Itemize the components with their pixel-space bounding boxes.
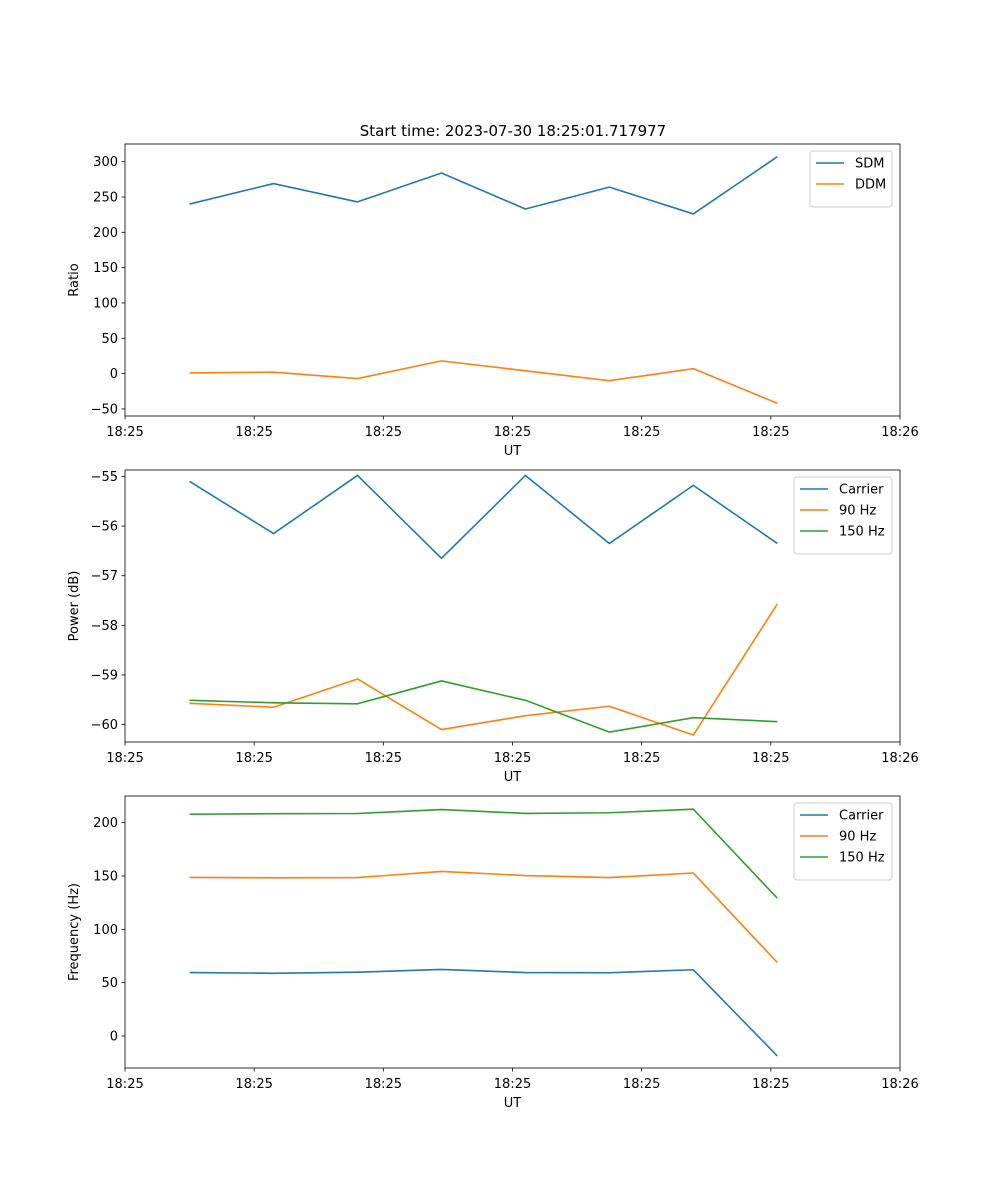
series-group: [189, 156, 778, 405]
y-tick-label: −50: [91, 402, 118, 417]
x-tick-label: 18:26: [881, 1077, 918, 1092]
x-tick-label: 18:25: [106, 1077, 143, 1092]
y-tick-label: 150: [93, 870, 118, 885]
y-tick-label: −59: [91, 668, 118, 683]
legend-box: [793, 802, 893, 881]
legend-label: 150 Hz: [839, 525, 885, 540]
x-tick-label: 18:25: [752, 1077, 789, 1092]
legend-box: [809, 150, 893, 208]
series-line-sdm: [189, 156, 778, 215]
y-tick-label: −57: [91, 569, 118, 584]
y-tick-label: 250: [93, 190, 118, 205]
chart-title: Start time: 2023-07-30 18:25:01.717977: [360, 122, 666, 140]
legend-label: Carrier: [839, 809, 884, 824]
x-tick-label: 18:25: [494, 425, 531, 440]
x-tick-label: 18:26: [881, 425, 918, 440]
x-axis-label: UT: [504, 444, 522, 459]
panels: −50 0 50 100 150 200 250 300 18:25 18:25 18:25 18:2…: [67, 143, 919, 1111]
y-tick-label: −55: [91, 470, 118, 485]
x-tick-label: 18:25: [106, 425, 143, 440]
series-line-150-hz: [189, 808, 778, 899]
chart-panel-1: −50 0 50 100 150 200 250 300 18:25 18:25 18:25 18:2…: [67, 143, 919, 459]
y-axis-label: Ratio: [67, 263, 82, 296]
x-tick-label: 18:25: [623, 1077, 660, 1092]
x-tick-label: 18:25: [623, 751, 660, 766]
x-tick-label: 18:26: [881, 751, 918, 766]
x-tick-label: 18:25: [235, 751, 272, 766]
chart-panel-2: −60 −59 −58 −57 −56 −55 18:25 18:25 18:25 18:25 18…: [67, 469, 919, 785]
legend: SDM DDM: [809, 150, 893, 208]
y-tick-label: 300: [93, 155, 118, 170]
x-tick-label: 18:25: [365, 1077, 402, 1092]
legend: Carrier 90 Hz 150 Hz: [793, 802, 893, 881]
x-tick-label: 18:25: [235, 1077, 272, 1092]
y-tick-label: 100: [93, 296, 118, 311]
y-tick-label: 0: [110, 367, 118, 382]
axes-frame: [124, 143, 901, 417]
y-tick-label: −56: [91, 520, 118, 535]
y-tick-label: 0: [110, 1030, 118, 1045]
x-tick-label: 18:25: [106, 751, 143, 766]
x-tick-label: 18:25: [752, 425, 789, 440]
y-tick-label: 200: [93, 816, 118, 831]
axes-frame: [124, 795, 901, 1069]
y-tick-label: 50: [101, 332, 118, 347]
y-tick-label: 50: [101, 976, 118, 991]
legend-box: [793, 476, 893, 555]
y-axis-label: Power (dB): [67, 571, 82, 642]
series-line-ddm: [189, 360, 778, 405]
series-line-carrier: [189, 474, 778, 560]
x-tick-label: 18:25: [752, 751, 789, 766]
x-tick-label: 18:25: [494, 751, 531, 766]
x-tick-label: 18:25: [365, 425, 402, 440]
y-axis-label: Frequency (Hz): [67, 883, 82, 981]
x-tick-label: 18:25: [494, 1077, 531, 1092]
y-tick-label: −60: [91, 718, 118, 733]
y-tick-label: 150: [93, 261, 118, 276]
series-line-90-hz: [189, 870, 778, 964]
series-line-150-hz: [189, 680, 778, 733]
x-tick-label: 18:25: [235, 425, 272, 440]
series-group: [189, 474, 778, 736]
legend-label: SDM: [855, 157, 884, 172]
legend: Carrier 90 Hz 150 Hz: [793, 476, 893, 555]
x-tick-label: 18:25: [623, 425, 660, 440]
y-tick-label: 200: [93, 226, 118, 241]
legend-label: 150 Hz: [839, 851, 885, 866]
x-tick-label: 18:25: [365, 751, 402, 766]
legend-label: 90 Hz: [839, 504, 876, 519]
series-line-carrier: [189, 968, 778, 1057]
chart-panel-3: 0 50 100 150 200 18:25 18:25 18:25 18:25 18:25 18:…: [67, 795, 919, 1111]
legend-label: Carrier: [839, 483, 884, 498]
legend-label: DDM: [855, 178, 886, 193]
x-axis-label: UT: [504, 1096, 522, 1111]
y-tick-label: 100: [93, 923, 118, 938]
series-group: [189, 808, 778, 1057]
x-axis-label: UT: [504, 770, 522, 785]
y-tick-label: −58: [91, 619, 118, 634]
legend-label: 90 Hz: [839, 830, 876, 845]
